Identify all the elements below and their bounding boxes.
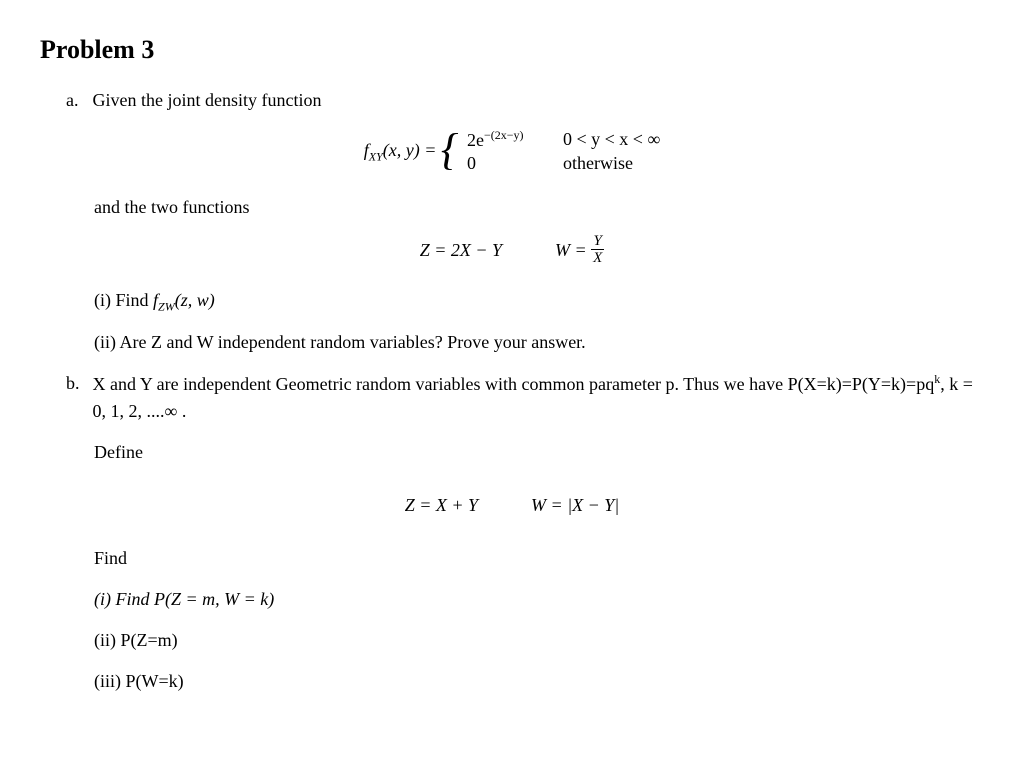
part-a-intro: Given the joint density function (93, 87, 981, 114)
b-intro1: X and Y are independent Geometric random… (93, 374, 935, 394)
case1-exp: −(2x−y) (484, 128, 524, 142)
and-two-functions: and the two functions (94, 194, 984, 221)
w-def-b: W = |X − Y| (531, 495, 619, 515)
a-sub-ii: (ii) Are Z and W independent random vari… (94, 329, 984, 356)
problem-title: Problem 3 (40, 30, 984, 69)
cases: 2e−(2x−y) 0 < y < x < ∞ 0 otherwise (467, 128, 660, 176)
w-frac: YX (591, 233, 604, 267)
case1-cond: 0 < y < x < ∞ (563, 128, 660, 152)
b-sub-i: (i) Find P(Z = m, W = k) (94, 586, 984, 613)
part-b: b. X and Y are independent Geometric ran… (66, 370, 984, 425)
b-define: Define (94, 439, 984, 466)
b-find: Find (94, 545, 984, 572)
case2-cond: otherwise (563, 152, 633, 175)
b-sub-iii-text: (iii) P(W=k) (94, 671, 184, 691)
z-def-b: Z = X + Y (405, 495, 478, 515)
b-sub-i-text: (i) Find P(Z = m, W = k) (94, 589, 274, 609)
case2-val: 0 (467, 152, 545, 175)
part-a-label: a. (66, 87, 88, 114)
part-a: a. Given the joint density function (66, 87, 984, 114)
case1-val: 2e (467, 130, 484, 150)
b-sub-ii-text: (ii) P(Z=m) (94, 630, 178, 650)
b-sub-iii: (iii) P(W=k) (94, 668, 984, 695)
brace-icon: { (441, 128, 459, 172)
part-b-intro: X and Y are independent Geometric random… (93, 370, 981, 425)
b-sub-ii: (ii) P(Z=m) (94, 627, 984, 654)
fxy-lhs-sub: XY (369, 150, 383, 164)
w-frac-num: Y (591, 233, 604, 251)
a-sub-i-sub: ZW (158, 299, 175, 313)
fxy-args: (x, y) = (383, 140, 441, 160)
zw-definitions-a: Z = 2X − Y W = YX (40, 235, 984, 269)
w-def-a-lhs: W = (555, 240, 591, 260)
a-sub-i: (i) Find fZW(z, w) (94, 287, 984, 316)
a-sub-ii-text: (ii) Are Z and W independent random vari… (94, 332, 586, 352)
part-b-label: b. (66, 370, 88, 397)
a-sub-i-args: (z, w) (175, 290, 215, 310)
joint-density-eq: fXY(x, y) = { 2e−(2x−y) 0 < y < x < ∞ 0 … (40, 128, 984, 176)
a-sub-i-label: (i) Find (94, 290, 153, 310)
zw-definitions-b: Z = X + Y W = |X − Y| (40, 492, 984, 519)
z-def-a: Z = 2X − Y (420, 240, 502, 260)
w-frac-den: X (591, 250, 604, 267)
